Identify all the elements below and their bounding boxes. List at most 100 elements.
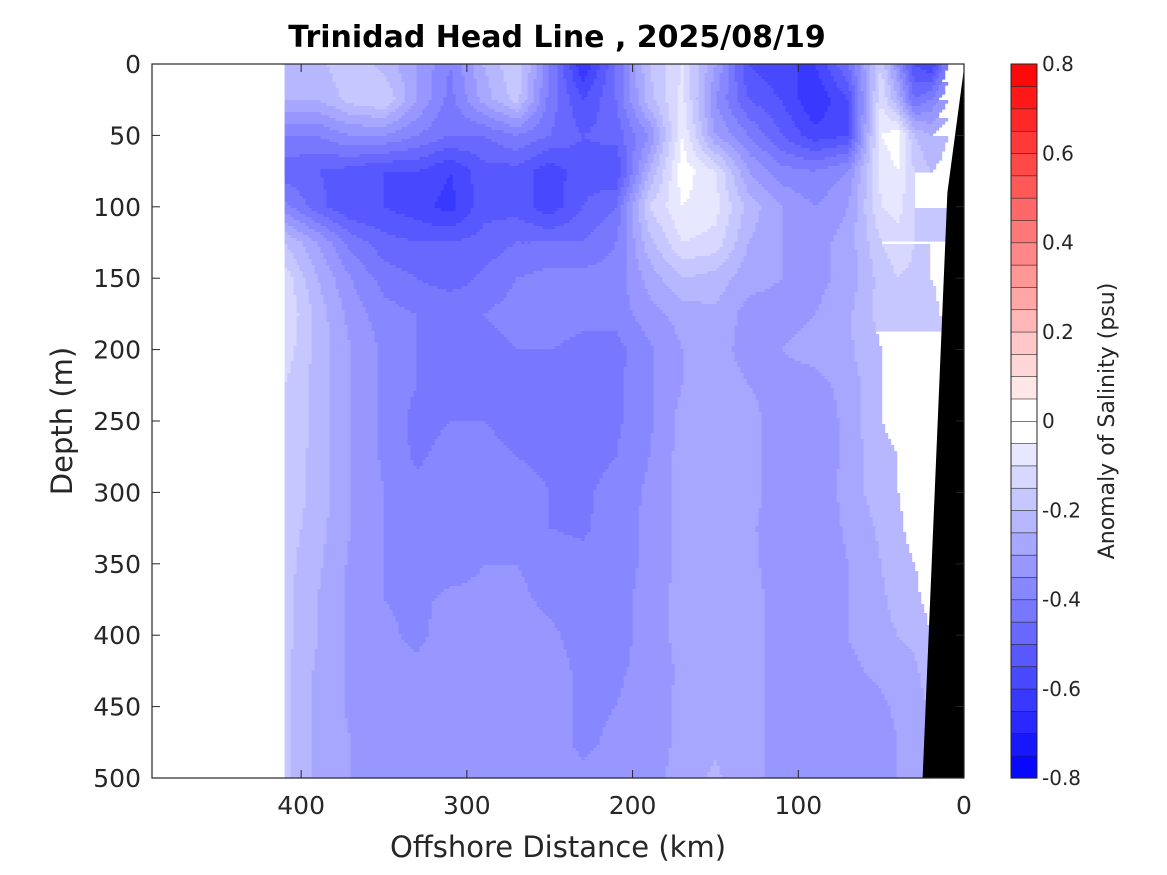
contour-cell	[350, 529, 385, 533]
contour-cell	[290, 235, 310, 239]
contour-cell	[587, 91, 604, 95]
contour-cell	[635, 82, 646, 86]
contour-cell	[881, 196, 904, 200]
contour-cell	[344, 265, 367, 269]
contour-cell	[599, 481, 646, 485]
contour-cell	[509, 124, 523, 128]
contour-cell	[383, 511, 550, 515]
contour-cell	[365, 265, 397, 269]
contour-cell	[308, 400, 331, 404]
contour-cell	[629, 73, 637, 77]
contour-cell	[893, 622, 928, 626]
contour-cell	[350, 766, 667, 770]
contour-cell	[383, 568, 481, 572]
contour-cell	[566, 91, 580, 95]
contour-cell	[800, 361, 859, 365]
contour-cell	[593, 508, 640, 512]
contour-cell	[614, 706, 673, 710]
contour-cell	[839, 517, 874, 521]
contour-cell	[626, 148, 637, 152]
contour-cell	[857, 655, 916, 659]
contour-cell	[674, 268, 718, 272]
contour-cell	[671, 541, 760, 545]
contour-cell	[728, 256, 745, 260]
contour-cell	[761, 568, 850, 572]
contour-cell	[671, 520, 760, 524]
contour-cell	[329, 349, 352, 353]
contour-cell	[728, 100, 739, 104]
contour-cell	[644, 76, 652, 80]
contour-cell	[527, 94, 535, 98]
contour-cell	[785, 109, 805, 113]
contour-cell	[590, 139, 625, 143]
contour-cell	[743, 109, 766, 113]
contour-cell	[830, 247, 856, 251]
contour-cell	[488, 79, 505, 83]
contour-cell	[707, 67, 715, 71]
contour-cell	[671, 475, 763, 479]
contour-cell	[653, 130, 661, 134]
contour-cell	[434, 67, 463, 71]
contour-cell	[407, 424, 448, 428]
contour-cell	[887, 607, 925, 611]
contour-cell	[290, 721, 313, 725]
contour-cell	[608, 64, 616, 68]
contour-cell	[293, 628, 319, 632]
contour-cell	[707, 121, 715, 125]
contour-cell	[716, 217, 730, 221]
contour-cell	[746, 187, 766, 191]
contour-cell	[737, 100, 754, 104]
contour-cell	[638, 262, 652, 266]
contour-cell	[350, 526, 385, 530]
contour-cell	[650, 76, 667, 80]
contour-cell	[308, 403, 331, 407]
contour-cell	[638, 187, 646, 191]
contour-cell	[341, 298, 361, 302]
contour-cell	[671, 124, 679, 128]
contour-cell	[857, 160, 865, 164]
contour-cell	[416, 346, 517, 350]
contour-cell	[878, 157, 892, 161]
contour-cell	[311, 676, 346, 680]
contour-cell	[416, 379, 625, 383]
contour-cell	[296, 562, 325, 566]
contour-cell	[815, 310, 853, 314]
contour-cell	[326, 541, 349, 545]
contour-cell	[317, 592, 346, 596]
contour-cell	[383, 586, 451, 590]
contour-cell	[329, 511, 352, 515]
contour-cell	[575, 214, 610, 218]
contour-cell	[629, 184, 634, 188]
contour-cell	[671, 718, 766, 722]
contour-cell	[866, 184, 874, 188]
colorbar-bands	[1010, 63, 1038, 779]
contour-cell	[362, 124, 388, 128]
contour-cell	[554, 226, 598, 230]
contour-cell	[824, 196, 850, 200]
contour-cell	[536, 601, 634, 605]
contour-cell	[284, 742, 292, 746]
contour-cell	[755, 103, 784, 107]
contour-cell	[653, 181, 664, 185]
contour-cell	[350, 499, 385, 503]
contour-cell	[728, 193, 739, 197]
contour-cell	[647, 226, 664, 230]
contour-cell	[581, 136, 586, 140]
contour-cell	[383, 577, 472, 581]
contour-cell	[635, 133, 649, 137]
contour-cell	[749, 169, 769, 173]
contour-cell	[629, 76, 637, 80]
contour-cell	[284, 163, 367, 167]
contour-cell	[290, 364, 310, 368]
contour-cell	[782, 238, 835, 242]
contour-cell	[428, 154, 478, 158]
contour-cell	[863, 64, 871, 68]
contour-cell	[668, 625, 766, 629]
contour-cell	[350, 409, 379, 413]
contour-cell	[533, 202, 565, 206]
contour-cell	[806, 136, 838, 140]
contour-cell	[668, 640, 766, 644]
contour-cell	[776, 145, 802, 149]
contour-cell	[878, 148, 889, 152]
contour-cell	[839, 466, 865, 470]
